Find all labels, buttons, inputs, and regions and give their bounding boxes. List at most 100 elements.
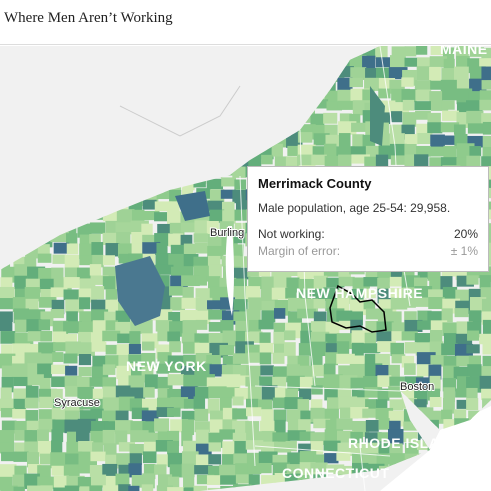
county[interactable] (221, 177, 237, 187)
county[interactable] (195, 352, 212, 364)
county[interactable] (339, 66, 354, 78)
county[interactable] (338, 465, 353, 478)
county[interactable] (0, 311, 13, 322)
county[interactable] (104, 421, 121, 432)
county[interactable] (181, 451, 199, 467)
county[interactable] (259, 332, 271, 344)
county[interactable] (91, 341, 107, 352)
county[interactable] (65, 385, 79, 397)
county[interactable] (183, 374, 199, 388)
county[interactable] (1, 451, 18, 462)
county[interactable] (181, 410, 195, 420)
county[interactable] (479, 58, 491, 68)
county[interactable] (310, 354, 323, 367)
county[interactable] (128, 354, 148, 364)
county[interactable] (430, 134, 445, 150)
county[interactable] (141, 484, 154, 491)
county[interactable] (271, 287, 288, 300)
county[interactable] (417, 320, 434, 330)
county[interactable] (454, 308, 469, 318)
county[interactable] (194, 342, 212, 355)
county[interactable] (235, 474, 252, 484)
county[interactable] (337, 430, 354, 443)
county[interactable] (0, 353, 16, 369)
county[interactable] (310, 399, 323, 411)
county[interactable] (220, 189, 236, 199)
county[interactable] (375, 67, 390, 81)
county[interactable] (167, 440, 179, 457)
county[interactable] (363, 288, 376, 299)
county[interactable] (157, 352, 172, 364)
county[interactable] (312, 288, 325, 300)
county[interactable] (181, 431, 193, 447)
county[interactable] (24, 287, 41, 302)
county[interactable] (206, 221, 219, 237)
county[interactable] (167, 211, 183, 226)
county[interactable] (453, 366, 472, 380)
county[interactable] (118, 253, 131, 264)
county[interactable] (102, 397, 122, 413)
county[interactable] (337, 77, 353, 94)
county[interactable] (116, 232, 131, 247)
county[interactable] (78, 366, 92, 377)
county[interactable] (312, 146, 330, 157)
county[interactable] (102, 386, 119, 401)
county[interactable] (362, 46, 378, 57)
county[interactable] (443, 145, 457, 161)
county[interactable] (195, 275, 207, 286)
county[interactable] (323, 363, 336, 380)
county[interactable] (143, 210, 160, 221)
county[interactable] (479, 375, 491, 390)
county[interactable] (12, 409, 27, 419)
county[interactable] (128, 463, 142, 478)
county[interactable] (428, 297, 445, 310)
county[interactable] (143, 463, 156, 480)
county[interactable] (167, 476, 180, 491)
county[interactable] (389, 376, 405, 386)
county[interactable] (415, 110, 431, 120)
county[interactable] (117, 333, 132, 344)
county[interactable] (142, 242, 161, 255)
county[interactable] (0, 286, 15, 302)
county[interactable] (0, 407, 16, 418)
county[interactable] (415, 377, 433, 392)
county[interactable] (404, 342, 417, 354)
county[interactable] (364, 77, 383, 91)
county[interactable] (118, 442, 136, 452)
county[interactable] (467, 135, 485, 148)
county[interactable] (167, 331, 180, 342)
county[interactable] (326, 277, 345, 288)
county[interactable] (261, 409, 274, 422)
county[interactable] (91, 421, 109, 433)
county[interactable] (156, 407, 174, 417)
county[interactable] (260, 441, 278, 454)
county[interactable] (430, 101, 449, 111)
county[interactable] (481, 113, 491, 129)
county[interactable] (350, 377, 370, 389)
county[interactable] (404, 144, 417, 156)
county[interactable] (194, 220, 209, 236)
county[interactable] (246, 407, 262, 417)
county[interactable] (65, 365, 78, 376)
county[interactable] (338, 154, 352, 170)
county[interactable] (141, 320, 153, 334)
county[interactable] (441, 409, 453, 420)
county[interactable] (209, 410, 228, 421)
county[interactable] (350, 407, 369, 419)
county[interactable] (365, 145, 381, 157)
county[interactable] (235, 320, 254, 332)
county[interactable] (0, 485, 18, 491)
county[interactable] (102, 330, 121, 342)
county[interactable] (467, 123, 487, 134)
county[interactable] (442, 286, 458, 301)
county[interactable] (167, 374, 184, 386)
county[interactable] (51, 364, 69, 375)
county[interactable] (364, 387, 383, 398)
county[interactable] (375, 57, 392, 68)
county[interactable] (259, 462, 272, 474)
county[interactable] (131, 209, 145, 221)
county[interactable] (362, 343, 381, 354)
county[interactable] (469, 146, 482, 157)
county[interactable] (456, 355, 475, 367)
county[interactable] (248, 297, 265, 311)
